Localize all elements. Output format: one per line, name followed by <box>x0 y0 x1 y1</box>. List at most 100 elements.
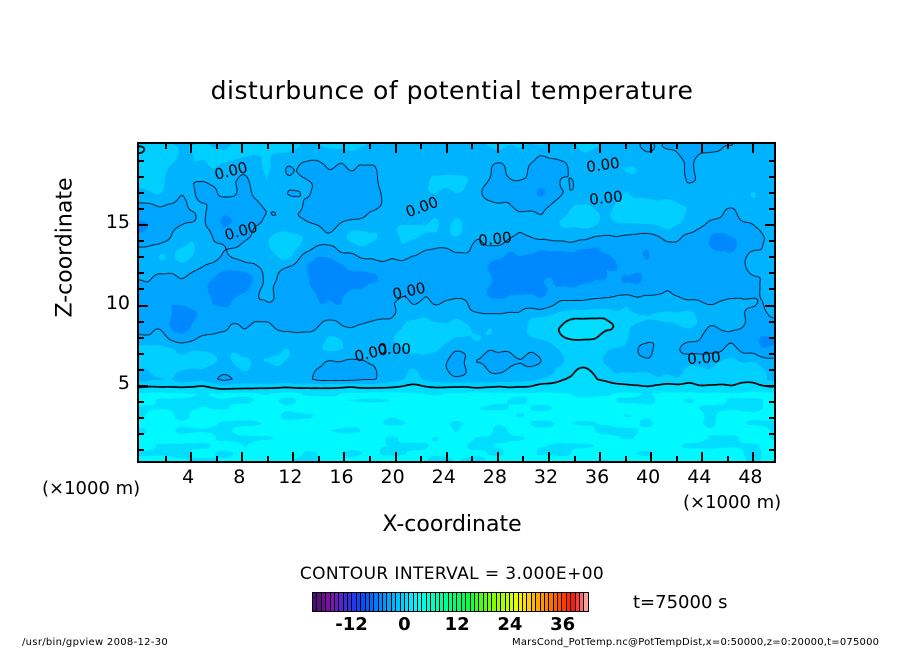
axis-tick <box>599 452 602 461</box>
axis-tick <box>752 452 755 461</box>
colorbar-cell <box>426 593 432 611</box>
contour-line-label: 0.00 <box>377 340 411 359</box>
axis-tick <box>769 272 774 275</box>
colorbar-cell <box>374 593 379 611</box>
footer-dataset-info: MarsCond_PotTemp.nc@PotTempDist,x=0:5000… <box>512 637 880 648</box>
colorbar-cell <box>479 593 484 611</box>
colorbar-cell <box>343 593 348 611</box>
axis-tick <box>769 176 774 179</box>
axis-tick <box>241 144 244 153</box>
axis-tick <box>139 448 144 451</box>
axis-tick <box>769 160 774 163</box>
colorbar-cell <box>536 593 541 611</box>
colorbar-cell <box>571 593 576 611</box>
colorbar-cell <box>562 593 567 611</box>
axis-tick <box>343 452 346 461</box>
axis-tick <box>317 144 320 149</box>
colorbar-cell <box>413 593 418 611</box>
x-axis-tick-label: 36 <box>584 466 610 488</box>
axis-tick <box>292 452 295 461</box>
axis-tick <box>752 144 755 153</box>
axis-tick <box>573 144 576 149</box>
colorbar-cell <box>492 593 497 611</box>
axis-tick <box>164 456 167 461</box>
x-axis-tick-label: 28 <box>482 466 507 488</box>
axis-tick <box>139 416 144 419</box>
axis-tick <box>701 452 704 461</box>
axis-tick <box>420 456 423 461</box>
colorbar-cell <box>470 593 475 611</box>
colorbar-cell <box>361 593 366 611</box>
colorbar-cell <box>330 593 335 611</box>
axis-tick <box>139 176 144 179</box>
axis-tick <box>241 452 244 461</box>
contour-line-label: 0.00 <box>686 347 722 369</box>
colorbar-cell <box>453 593 458 611</box>
axis-tick <box>420 144 423 149</box>
axis-tick <box>139 320 144 323</box>
colorbar-cell <box>334 593 340 611</box>
axis-tick <box>139 336 144 339</box>
axis-tick <box>139 240 144 243</box>
axis-tick <box>547 144 550 153</box>
colorbar-tick-label: 24 <box>497 614 523 635</box>
axis-tick <box>769 320 774 323</box>
x-axis-tick-label: 32 <box>533 466 559 488</box>
contour-plot-panel: 0.00 0.00 0.00 0.00 0.00 0.00 0.00 0.00 0.00 0.00 <box>137 142 776 463</box>
colorbar <box>312 592 589 612</box>
axis-tick <box>496 144 499 153</box>
y-axis-tick-label: 5 <box>117 371 130 394</box>
x-axis-tick-label: 4 <box>182 466 195 488</box>
axis-tick <box>522 144 525 149</box>
colorbar-cell <box>365 593 370 611</box>
axis-tick <box>369 456 372 461</box>
axis-tick <box>292 144 295 153</box>
colorbar-cell <box>352 593 357 611</box>
colorbar-cell <box>474 593 480 611</box>
axis-tick <box>394 144 397 153</box>
axis-tick <box>215 456 218 461</box>
colorbar-cell <box>566 593 572 611</box>
contour-field-canvas <box>139 144 774 461</box>
x-axis-tick-label: 12 <box>278 466 303 488</box>
axis-tick <box>445 452 448 461</box>
colorbar-tick-label: -12 <box>335 614 368 635</box>
colorbar-cell <box>527 593 532 611</box>
colorbar-cell <box>444 593 449 611</box>
colorbar-tick-label: 12 <box>444 614 470 635</box>
colorbar-cell <box>483 593 488 611</box>
axis-tick <box>471 144 474 149</box>
axis-tick <box>769 336 774 339</box>
x-axis-unit-label: (×1000 m) <box>683 492 782 513</box>
x-axis-title: X-coordinate <box>382 512 522 537</box>
colorbar-cell <box>579 593 585 611</box>
colorbar-cell <box>400 593 405 611</box>
axis-tick <box>394 452 397 461</box>
axis-tick <box>139 368 144 371</box>
axis-tick <box>139 160 144 163</box>
axis-tick <box>769 368 774 371</box>
colorbar-cell <box>356 593 362 611</box>
colorbar-cell <box>448 593 453 611</box>
colorbar-cell <box>313 593 318 611</box>
colorbar-cell <box>544 593 550 611</box>
colorbar-cell <box>369 593 375 611</box>
axis-tick <box>769 416 774 419</box>
colorbar-cell <box>439 593 445 611</box>
colorbar-cell <box>457 593 462 611</box>
axis-tick <box>343 144 346 153</box>
x-axis-tick-label: 16 <box>329 466 354 488</box>
axis-tick <box>317 456 320 461</box>
colorbar-cell <box>409 593 414 611</box>
colorbar-cell <box>461 593 467 611</box>
colorbar-cell <box>496 593 502 611</box>
colorbar-cell <box>488 593 493 611</box>
page-title: disturbunce of potential temperature <box>210 76 694 105</box>
colorbar-cell <box>584 593 588 611</box>
colorbar-cell <box>518 593 523 611</box>
axis-tick <box>522 456 525 461</box>
colorbar-cell <box>391 593 397 611</box>
colorbar-cell <box>378 593 383 611</box>
x-axis-tick-label: 48 <box>738 466 763 488</box>
axis-tick <box>726 144 729 149</box>
